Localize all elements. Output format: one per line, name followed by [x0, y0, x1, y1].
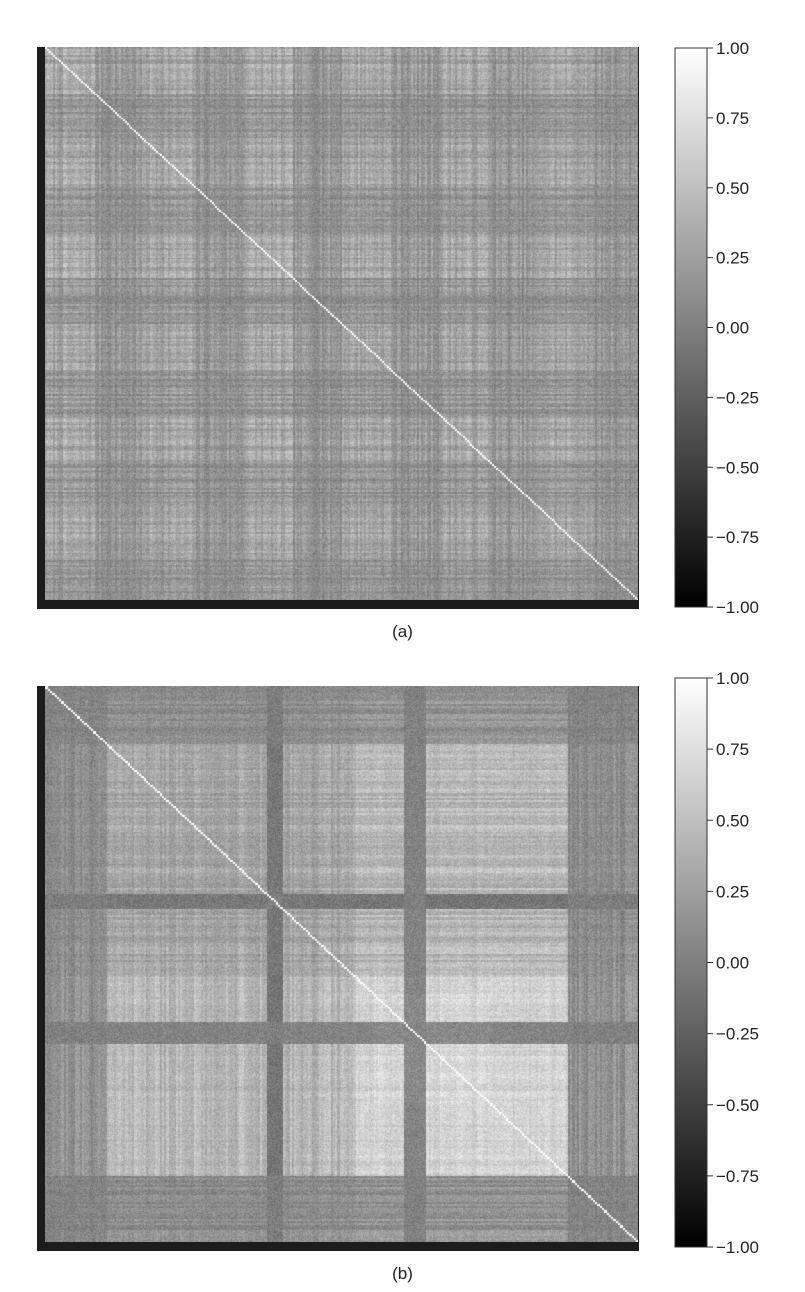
colorbar-gradient [674, 47, 708, 608]
heatmap-b [45, 686, 638, 1242]
panel-a: 1.00 0.75 0.50 0.25 0.00 −0.25 −0.50 −0.75 −1.00… [37, 39, 759, 641]
colorbar-tick-label: 1.00 [716, 39, 749, 58]
colorbar-tick-label: 0.00 [716, 954, 749, 973]
colorbar-tick-label: 0.25 [716, 249, 749, 268]
panel-a-caption: (a) [392, 622, 413, 641]
colorbar-tick-label: 0.50 [716, 811, 749, 830]
colorbar-tick-label: −0.25 [716, 1025, 759, 1044]
colorbar-tick-label: −0.75 [716, 528, 759, 547]
panel-b: 1.00 0.75 0.50 0.25 0.00 −0.25 −0.50 −0.75 −1.00… [0, 650, 805, 1292]
colorbar-tick-label: 0.75 [716, 109, 749, 128]
colorbar-tick-label: 0.00 [716, 319, 749, 338]
colorbar-tick-label: −0.50 [716, 458, 759, 477]
colorbar-a: 1.00 0.75 0.50 0.25 0.00 −0.25 −0.50 −0.75 −1.00 [674, 39, 759, 617]
colorbar-tick-label: −1.00 [716, 598, 759, 617]
colorbar-b: 1.00 0.75 0.50 0.25 0.00 −0.25 −0.50 −0.75 −1.00 [674, 669, 759, 1257]
colorbar-tick-label: 0.25 [716, 882, 749, 901]
colorbar-tick-label: 0.75 [716, 740, 749, 759]
colorbar-tick-label: −0.50 [716, 1096, 759, 1115]
heatmap-a-frame [37, 47, 639, 609]
colorbar-tick-label: −0.75 [716, 1167, 759, 1186]
heatmap-b-frame [37, 686, 639, 1251]
panel-b-caption: (b) [392, 1264, 413, 1283]
colorbar-tick-label: −0.25 [716, 388, 759, 407]
colorbar-gradient [674, 677, 708, 1248]
heatmap-a [45, 47, 638, 600]
colorbar-tick-label: 0.50 [716, 179, 749, 198]
colorbar-tick-label: 1.00 [716, 669, 749, 688]
colorbar-tick-label: −1.00 [716, 1238, 759, 1257]
